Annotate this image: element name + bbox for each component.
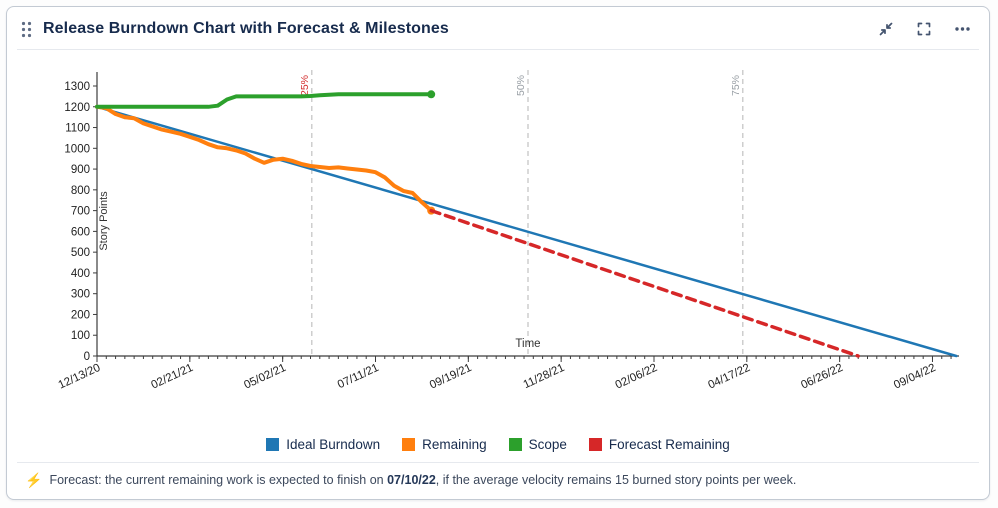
forecast-text: Forecast: the current remaining work is … (49, 473, 797, 487)
svg-text:400: 400 (71, 268, 90, 280)
svg-text:200: 200 (71, 309, 90, 321)
svg-text:75%: 75% (730, 75, 742, 96)
svg-text:05/02/21: 05/02/21 (242, 362, 288, 392)
svg-text:900: 900 (71, 164, 90, 176)
svg-text:11/28/21: 11/28/21 (522, 362, 567, 391)
svg-text:1100: 1100 (65, 123, 90, 135)
lightning-bolt-icon: ⚡ (25, 472, 43, 488)
svg-text:100: 100 (71, 330, 90, 342)
widget-title: Release Burndown Chart with Forecast & M… (43, 20, 449, 37)
svg-text:25%: 25% (299, 75, 311, 96)
legend-item-ideal-burndown: Ideal Burndown (266, 437, 380, 452)
axis-titles: Story Points Time (98, 191, 541, 350)
svg-text:700: 700 (71, 206, 90, 218)
legend-label: Scope (528, 437, 567, 452)
header-divider (17, 49, 979, 50)
series-ideal-burndown (95, 105, 958, 358)
series-forecast-remaining (429, 208, 860, 358)
svg-text:0: 0 (84, 351, 90, 363)
svg-text:1000: 1000 (64, 143, 90, 155)
svg-text:02/21/21: 02/21/21 (149, 362, 195, 392)
svg-text:04/17/22: 04/17/22 (706, 362, 752, 392)
forecast-date: 07/10/22 (387, 473, 436, 487)
svg-text:09/04/22: 09/04/22 (892, 362, 938, 392)
legend-label: Forecast Remaining (608, 437, 730, 452)
legend-item-scope: Scope (508, 437, 567, 452)
svg-text:300: 300 (71, 289, 90, 301)
svg-text:1300: 1300 (64, 81, 90, 93)
axes (96, 72, 959, 357)
legend-item-remaining: Remaining (402, 437, 487, 452)
svg-text:Story Points: Story Points (98, 191, 110, 251)
card-header: Release Burndown Chart with Forecast & M… (7, 7, 989, 49)
milestone-lines: 25% 50% 75% (299, 70, 744, 356)
legend-label: Remaining (422, 437, 487, 452)
svg-text:06/26/22: 06/26/22 (799, 362, 845, 392)
more-options-icon[interactable] (953, 20, 971, 38)
svg-text:02/06/22: 02/06/22 (614, 362, 660, 392)
series-scope (95, 90, 436, 109)
chart-legend: Ideal Burndown Remaining Scope Forecast Rem… (7, 435, 989, 462)
svg-text:07/11/21: 07/11/21 (336, 362, 381, 391)
svg-text:12/13/20: 12/13/20 (57, 362, 103, 392)
y-axis-ticks: 0 100 200 300 400 500 600 700 800 900 1000 1100 1200… (64, 81, 97, 363)
collapse-icon[interactable] (877, 20, 895, 38)
svg-text:09/19/21: 09/19/21 (428, 362, 474, 392)
burndown-chart: 25% 50% 75% 0 100 200 300 400 500 600 700 800 900 100… (57, 70, 959, 392)
series-remaining (95, 104, 436, 215)
burndown-widget-card: Release Burndown Chart with Forecast & M… (6, 6, 990, 500)
legend-swatch (588, 438, 602, 451)
svg-text:50%: 50% (515, 75, 527, 96)
legend-swatch (266, 438, 280, 451)
legend-item-forecast-remaining: Forecast Remaining (588, 437, 730, 452)
legend-swatch (402, 438, 416, 451)
svg-text:Time: Time (515, 338, 540, 350)
header-actions (877, 20, 971, 38)
svg-text:500: 500 (71, 247, 90, 259)
forecast-footer: ⚡ Forecast: the current remaining work i… (17, 462, 979, 499)
svg-text:1200: 1200 (64, 102, 90, 114)
x-axis-ticks: 12/13/20 02/21/21 05/02/21 07/11/21 09/19/21… (57, 356, 952, 392)
drag-handle-icon[interactable] (21, 20, 33, 38)
fullscreen-icon[interactable] (915, 20, 933, 38)
legend-swatch (508, 438, 522, 451)
svg-text:800: 800 (71, 185, 90, 197)
chart-area: 25% 50% 75% 0 100 200 300 400 500 600 700 800 900 100… (7, 50, 989, 435)
legend-label: Ideal Burndown (286, 437, 381, 452)
svg-text:600: 600 (71, 226, 90, 238)
